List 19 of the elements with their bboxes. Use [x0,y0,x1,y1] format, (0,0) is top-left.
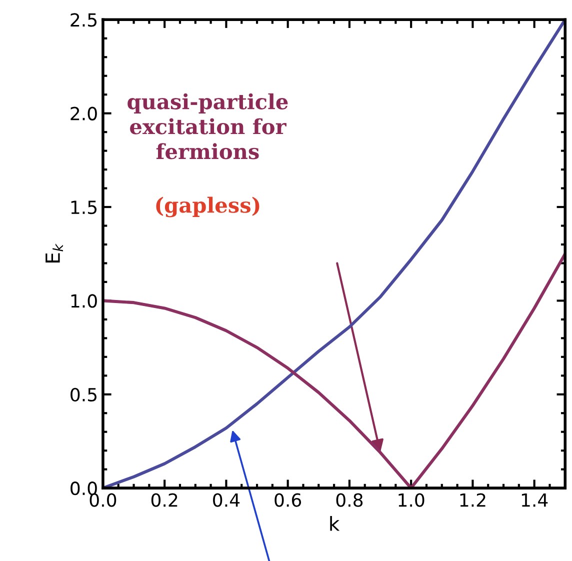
x-axis-title: k [330,516,340,531]
x-tick-label: 0.2 [151,493,178,507]
x-tick-label: 0.4 [213,493,240,507]
y-tick-label: 2.5 [70,13,97,27]
annotation: (gapless) [156,196,260,218]
x-tick-label: 0.8 [336,493,363,507]
y-axis-title: E$_{k}$ [46,244,63,262]
x-tick-label: 1.4 [522,493,548,507]
x-tick-label: 1.0 [398,493,424,507]
line-series [102,20,566,488]
y-tick-label: 1.0 [71,294,97,308]
y-tick-label: 0.0 [70,482,97,496]
x-tick-label: 0.6 [274,493,302,507]
y-tick-label: 0.5 [70,388,97,402]
y-tick-label: 2.0 [70,106,97,120]
annotation: quasi-particle excitation for fermions [128,93,288,160]
x-tick-label: 1.2 [460,493,486,507]
x-tick-label: 0.0 [90,493,116,507]
y-tick-label: 1.5 [71,200,97,214]
